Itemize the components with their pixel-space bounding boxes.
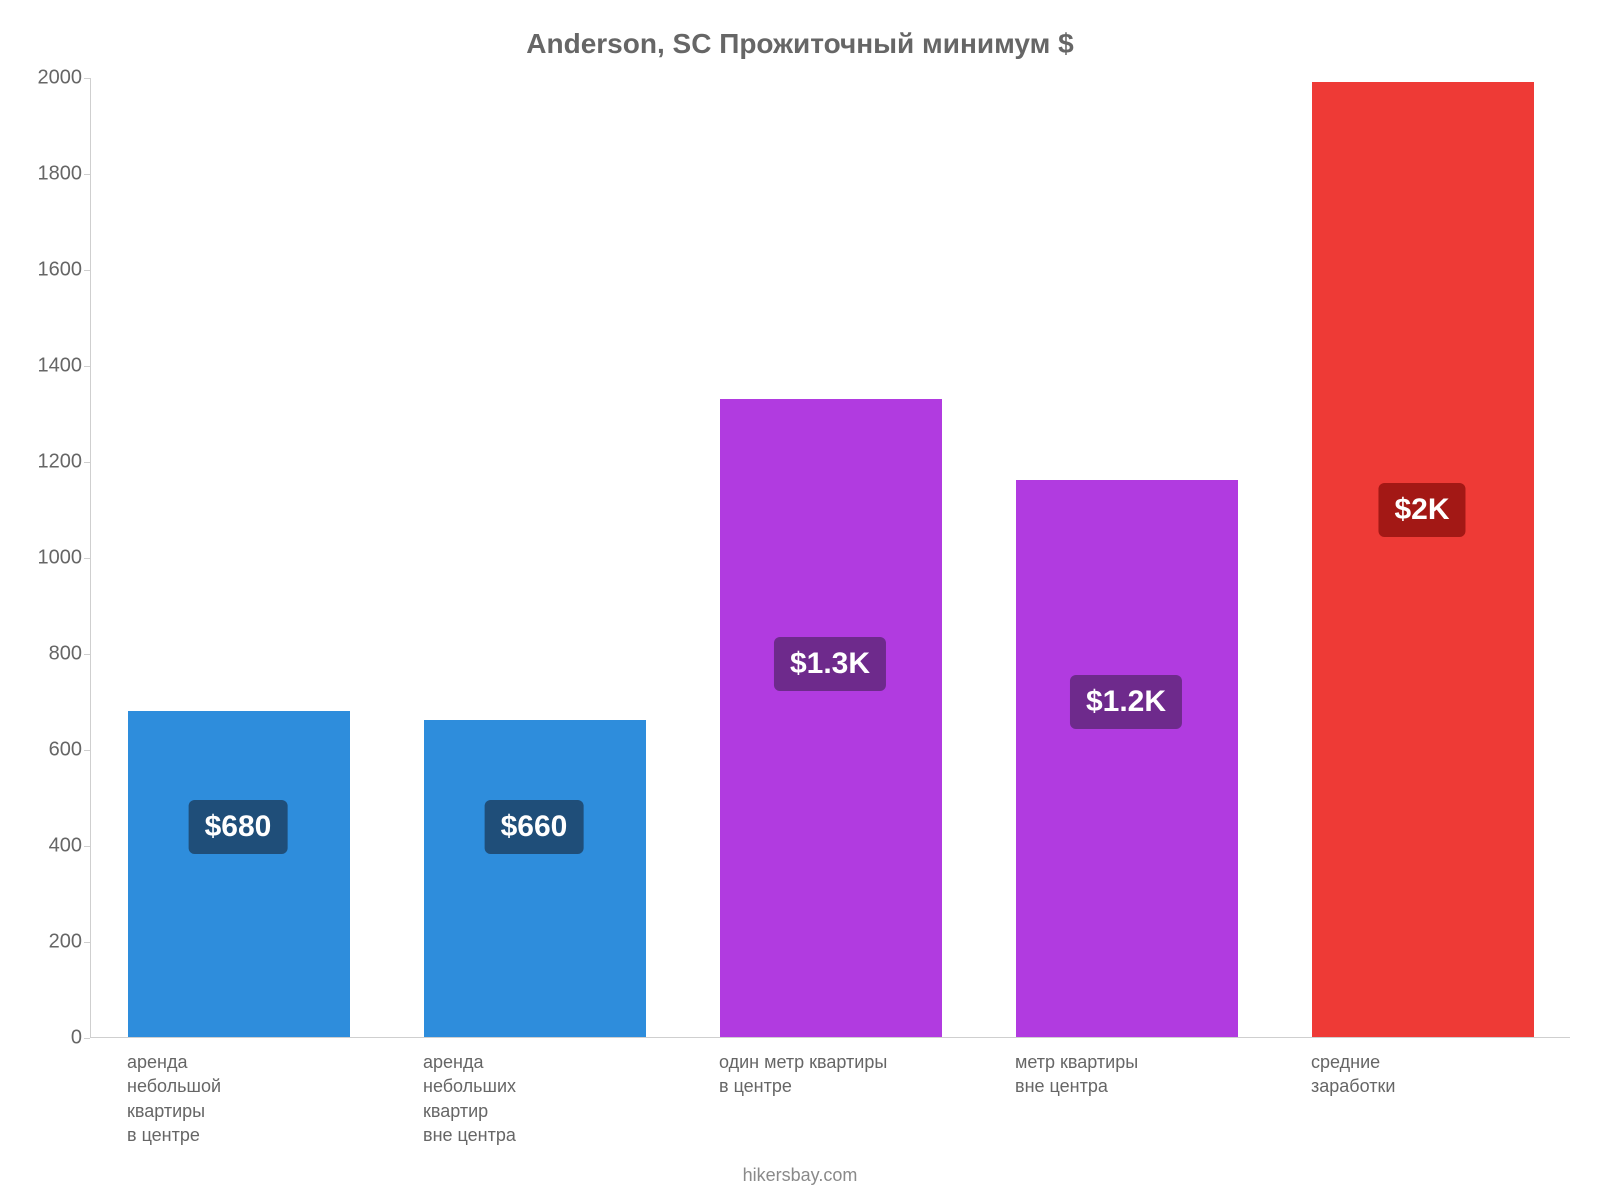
y-tick-mark xyxy=(84,846,90,847)
plot-area xyxy=(90,78,1570,1038)
y-tick-label: 1800 xyxy=(12,163,82,186)
bar xyxy=(1312,82,1534,1037)
y-tick-label: 600 xyxy=(12,739,82,762)
y-tick-label: 1200 xyxy=(12,451,82,474)
y-tick-mark xyxy=(84,1038,90,1039)
x-category-label: один метр квартирыв центре xyxy=(719,1050,941,1099)
y-tick-mark xyxy=(84,750,90,751)
y-tick-mark xyxy=(84,366,90,367)
y-tick-label: 2000 xyxy=(12,67,82,90)
y-tick-mark xyxy=(84,654,90,655)
y-tick-mark xyxy=(84,270,90,271)
bar-value-label: $2K xyxy=(1378,483,1465,537)
y-tick-label: 800 xyxy=(12,643,82,666)
y-tick-mark xyxy=(84,462,90,463)
bar-value-label: $1.2K xyxy=(1070,675,1182,729)
bar-value-label: $660 xyxy=(485,800,584,854)
x-category-label: аренданебольшихквартирвне центра xyxy=(423,1050,645,1147)
y-tick-label: 1000 xyxy=(12,547,82,570)
x-category-label: метр квартирывне центра xyxy=(1015,1050,1237,1099)
bar-value-label: $680 xyxy=(189,800,288,854)
y-tick-mark xyxy=(84,78,90,79)
cost-of-living-chart: Anderson, SC Прожиточный минимум $ hiker… xyxy=(0,0,1600,1200)
bar xyxy=(720,399,942,1037)
y-tick-label: 1400 xyxy=(12,355,82,378)
x-category-label: аренданебольшойквартирыв центре xyxy=(127,1050,349,1147)
bar xyxy=(128,711,350,1037)
y-tick-label: 200 xyxy=(12,931,82,954)
footer-credit: hikersbay.com xyxy=(0,1165,1600,1186)
y-tick-mark xyxy=(84,558,90,559)
y-tick-label: 1600 xyxy=(12,259,82,282)
x-category-label: средниезаработки xyxy=(1311,1050,1533,1099)
chart-title: Anderson, SC Прожиточный минимум $ xyxy=(0,28,1600,60)
bar xyxy=(424,720,646,1037)
y-tick-mark xyxy=(84,942,90,943)
bar-value-label: $1.3K xyxy=(774,637,886,691)
y-tick-mark xyxy=(84,174,90,175)
y-tick-label: 0 xyxy=(12,1027,82,1050)
y-tick-label: 400 xyxy=(12,835,82,858)
bar xyxy=(1016,480,1238,1037)
